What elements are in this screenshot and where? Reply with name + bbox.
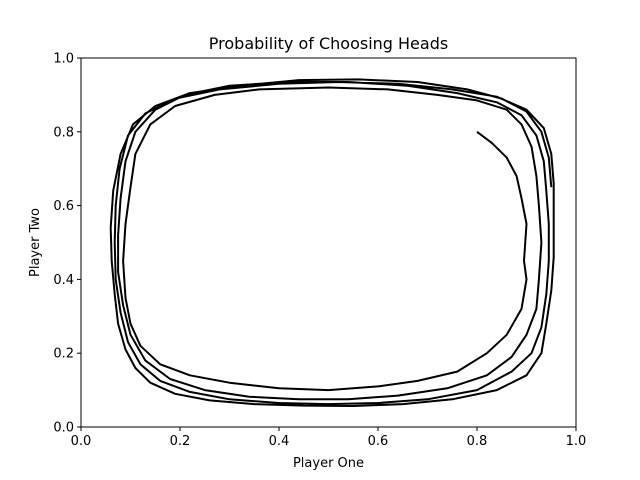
chart-title: Probability of Choosing Heads: [209, 34, 448, 53]
x-tick-label: 1.0: [566, 434, 587, 449]
x-tick-label: 0.4: [269, 434, 290, 449]
x-axis: 0.0 0.2 0.4 0.6 0.8 1.0: [71, 427, 587, 449]
trajectory-line: [109, 78, 555, 407]
y-tick-label: 0.6: [53, 199, 74, 214]
y-tick-label: 1.0: [53, 52, 74, 67]
y-tick-label: 0.8: [53, 125, 74, 140]
x-tick-label: 0.2: [170, 434, 191, 449]
trajectory-series: [109, 78, 555, 407]
plot-frame: [80, 57, 577, 428]
x-tick-label: 0.0: [71, 434, 92, 449]
plot-area: [81, 58, 576, 427]
x-tick-label: 0.6: [368, 434, 389, 449]
y-axis-label: Player Two: [28, 208, 43, 277]
y-tick-label: 0.0: [53, 421, 74, 436]
x-tick-label: 0.8: [467, 434, 488, 449]
x-axis-label: Player One: [293, 456, 364, 471]
y-tick-label: 0.2: [53, 347, 74, 362]
y-tick-label: 0.4: [53, 273, 74, 288]
y-axis: 0.0 0.2 0.4 0.6 0.8 1.0: [53, 52, 81, 436]
